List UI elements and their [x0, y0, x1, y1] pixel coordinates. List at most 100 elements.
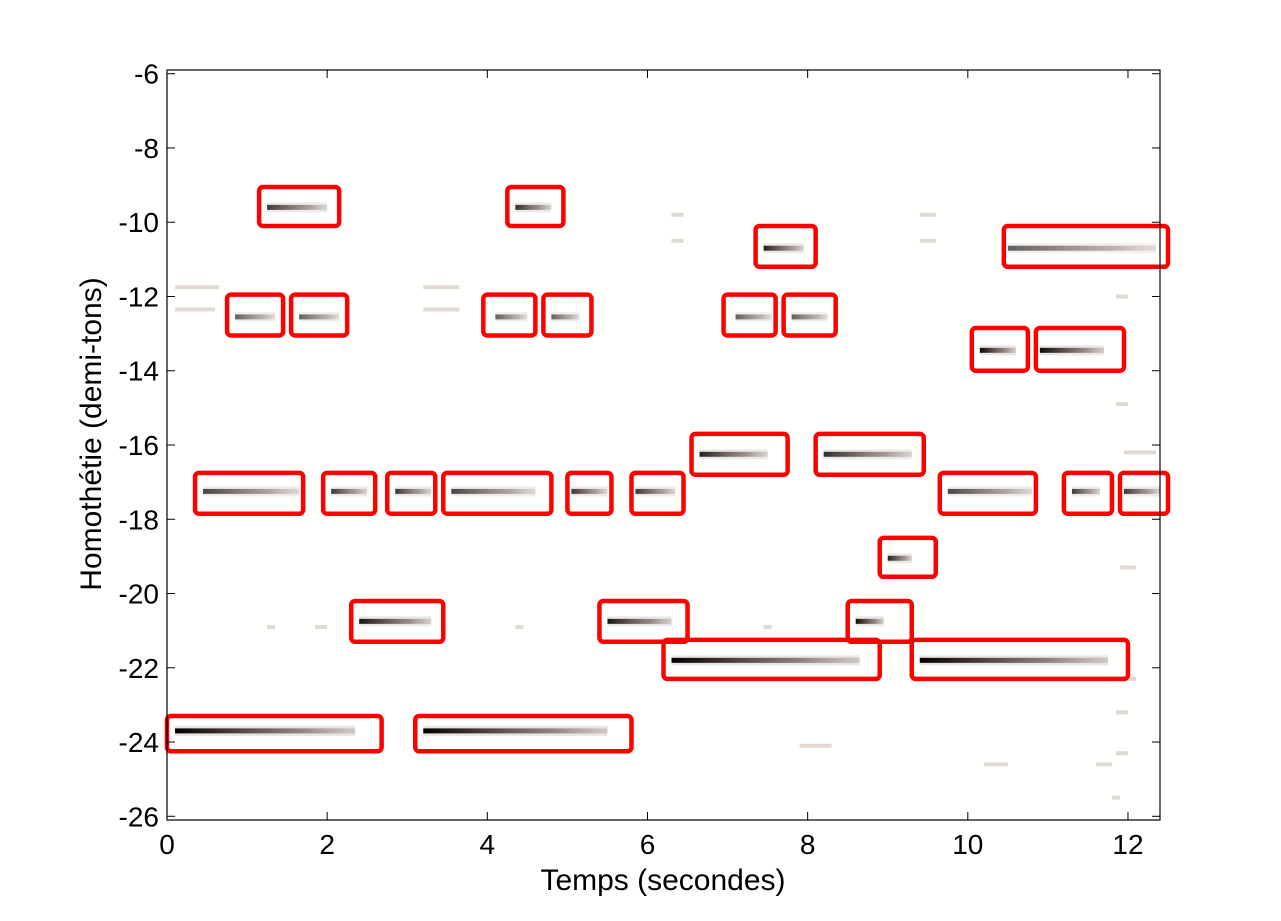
- y-tick-label: -8: [134, 133, 159, 164]
- note-box: [813, 431, 927, 477]
- note-box: [909, 637, 1131, 682]
- note: [395, 488, 432, 494]
- faint-note: [799, 743, 832, 748]
- faint-note: [423, 307, 460, 312]
- y-tick-label: -24: [119, 727, 159, 758]
- note: [571, 488, 608, 494]
- note-box: [192, 470, 306, 516]
- note: [855, 618, 884, 624]
- note: [699, 451, 768, 457]
- note-box: [629, 470, 686, 516]
- note: [175, 728, 356, 734]
- note-box: [441, 470, 554, 516]
- note: [267, 204, 328, 210]
- faint-note: [1115, 751, 1128, 756]
- faint-note: [1095, 762, 1112, 767]
- y-tick-label: -22: [119, 653, 159, 684]
- note: [607, 618, 672, 624]
- note: [735, 314, 772, 320]
- faint-note: [983, 762, 1008, 767]
- y-tick-label: -18: [119, 504, 159, 535]
- note: [551, 314, 580, 320]
- note-box: [288, 292, 350, 338]
- note-box: [1033, 325, 1127, 373]
- note: [1123, 488, 1160, 494]
- x-tick-label: 8: [800, 829, 816, 860]
- y-tick-label: -20: [119, 579, 159, 610]
- y-tick-label: -14: [119, 356, 159, 387]
- x-tick-label: 12: [1112, 829, 1143, 860]
- notes: [175, 202, 1160, 736]
- axis-ticks: 0 2 4 6 8 10 12 -6 -8 -10 -12 -14 -16 -18 -20 -22 -24 -26: [119, 59, 1160, 860]
- note-box: [256, 184, 342, 229]
- note-box: [541, 292, 594, 338]
- faint-note: [1111, 795, 1120, 800]
- faint-note: [423, 285, 460, 290]
- note: [359, 618, 432, 624]
- note: [235, 314, 276, 320]
- faint-notes: [175, 212, 1156, 800]
- faint-note: [919, 212, 936, 217]
- note: [451, 488, 536, 494]
- faint-note: [515, 624, 524, 629]
- note-box: [413, 713, 634, 754]
- note-box: [721, 292, 778, 338]
- note-boxes: [164, 184, 1171, 754]
- note: [1071, 488, 1100, 494]
- faint-note: [763, 624, 772, 629]
- note: [515, 204, 552, 210]
- note: [1039, 347, 1104, 353]
- note: [947, 488, 1032, 494]
- note-box: [1061, 470, 1115, 516]
- note-box: [781, 292, 838, 338]
- note: [635, 488, 676, 494]
- note-box: [1117, 470, 1171, 516]
- note: [671, 657, 860, 663]
- faint-note: [1119, 565, 1136, 570]
- note: [423, 728, 608, 734]
- y-tick-label: -12: [119, 281, 159, 312]
- faint-note: [175, 307, 216, 312]
- note-box: [937, 470, 1039, 516]
- note: [331, 488, 368, 494]
- y-tick-label: -10: [119, 207, 159, 238]
- note: [763, 245, 804, 251]
- note: [1007, 245, 1156, 251]
- faint-note: [671, 212, 684, 217]
- y-tick-label: -26: [119, 801, 159, 832]
- note-box: [1001, 223, 1171, 270]
- x-tick-label: 2: [319, 829, 335, 860]
- note: [203, 488, 300, 494]
- x-axis-label: Temps (secondes): [540, 864, 785, 897]
- x-tick-label: 4: [480, 829, 496, 860]
- faint-note: [1115, 710, 1128, 715]
- note-box: [753, 223, 818, 270]
- plot-background: [167, 70, 1160, 820]
- note: [979, 347, 1016, 353]
- faint-note: [1115, 402, 1128, 407]
- note-box: [661, 637, 882, 682]
- note: [823, 451, 912, 457]
- y-axis-label: Homothétie (demi-tons): [75, 277, 108, 590]
- note-box: [505, 184, 566, 229]
- faint-note: [671, 238, 684, 243]
- note: [791, 314, 828, 320]
- x-tick-label: 10: [952, 829, 983, 860]
- note-box: [877, 535, 939, 580]
- faint-note: [315, 624, 328, 629]
- note-box: [481, 292, 538, 338]
- x-tick-label: 6: [640, 829, 656, 860]
- faint-note: [1123, 450, 1156, 455]
- note-box: [969, 325, 1031, 373]
- note-box: [348, 598, 446, 645]
- note: [919, 657, 1108, 663]
- note: [299, 314, 340, 320]
- faint-note: [1115, 294, 1128, 299]
- note-box: [224, 292, 286, 338]
- note: [495, 314, 528, 320]
- faint-note: [919, 238, 936, 243]
- note-box: [384, 470, 438, 516]
- note: [887, 555, 912, 561]
- note-box: [689, 431, 790, 477]
